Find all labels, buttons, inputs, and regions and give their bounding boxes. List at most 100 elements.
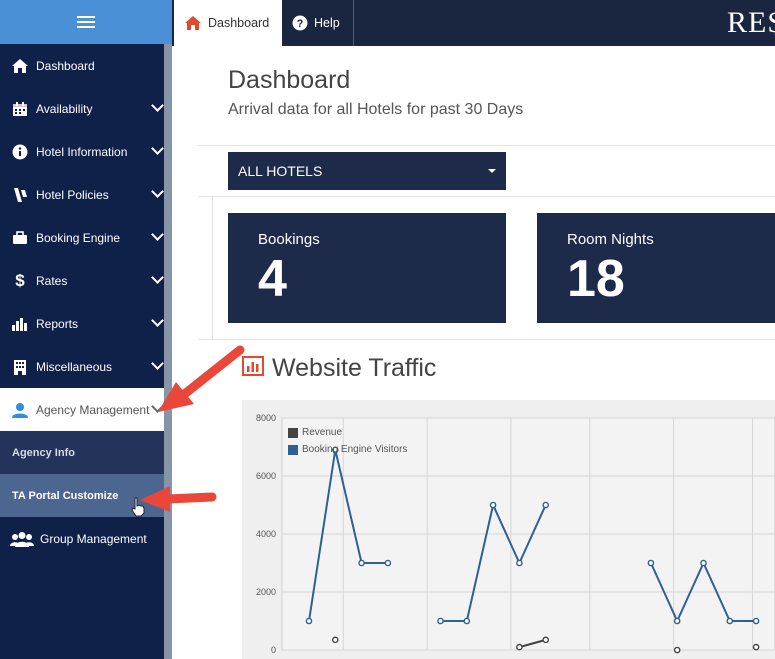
bar-chart-icon xyxy=(242,354,264,383)
sidebar-item-label: Miscellaneous xyxy=(36,359,113,374)
chevron-down-icon xyxy=(151,185,164,198)
y-tick-label: 0 xyxy=(271,645,276,655)
caret-down-icon xyxy=(488,169,496,173)
calendar-icon xyxy=(10,100,30,118)
building-icon xyxy=(10,358,30,376)
sidebar-item-dashboard[interactable]: Dashboard xyxy=(0,44,164,87)
sidebar-item-label: Agency Management xyxy=(36,402,150,417)
group-icon xyxy=(10,530,34,548)
stat-label: Room Nights xyxy=(567,231,654,248)
stat-card-room-nights: Room Nights 18 xyxy=(537,213,775,323)
sidebar-item-group-management[interactable]: Group Management xyxy=(0,517,164,560)
traffic-chart-svg: 0 2000 4000 6000 8000 xyxy=(256,413,775,655)
sidebar-item-hotel-policies[interactable]: Hotel Policies xyxy=(0,173,164,216)
data-point-visitors xyxy=(516,559,523,567)
section-title-text: Website Traffic xyxy=(272,354,437,382)
sidebar-item-booking-engine[interactable]: Booking Engine xyxy=(0,216,164,259)
sidebar-scrollbar[interactable] xyxy=(164,44,172,659)
sidebar: Dashboard Availability Hotel Information… xyxy=(0,0,172,659)
sidebar-subitem-label: TA Portal Customize xyxy=(12,489,119,502)
page-title: Dashboard xyxy=(228,66,351,94)
data-point-visitors xyxy=(673,617,681,625)
y-tick-label: 8000 xyxy=(256,413,276,423)
data-point-visitors xyxy=(752,617,760,625)
y-tick-label: 4000 xyxy=(256,529,276,539)
briefcase-icon xyxy=(10,229,30,247)
data-point-visitors xyxy=(647,559,655,567)
bar-chart-icon xyxy=(10,315,30,333)
sidebar-item-reports[interactable]: Reports xyxy=(0,302,164,345)
data-point-visitors xyxy=(542,501,550,509)
data-point-revenue xyxy=(673,646,681,654)
user-icon xyxy=(10,401,30,419)
chevron-down-icon xyxy=(151,400,164,413)
hotel-select-value: ALL HOTELS xyxy=(238,163,323,179)
y-tick-label: 2000 xyxy=(256,587,276,597)
divider xyxy=(198,196,775,197)
stat-value: 4 xyxy=(258,250,287,308)
legend-entry-revenue: Revenue xyxy=(288,424,407,441)
main-content: Dashboard Arrival data for all Hotels fo… xyxy=(172,46,775,659)
data-point-visitors xyxy=(437,617,444,625)
top-bar: Dashboard ? Help RES xyxy=(172,0,775,46)
legend-swatch xyxy=(288,444,298,455)
hand-cursor-icon xyxy=(131,497,145,517)
tab-label: Dashboard xyxy=(208,16,270,30)
sidebar-item-hotel-information[interactable]: Hotel Information xyxy=(0,130,164,173)
sidebar-item-label: Group Management xyxy=(40,531,147,546)
stat-label: Bookings xyxy=(258,231,320,248)
chevron-down-icon xyxy=(151,271,164,284)
sidebar-item-agency-management[interactable]: Agency Management xyxy=(0,388,172,431)
sidebar-item-label: Availability xyxy=(36,101,93,116)
sidebar-item-rates[interactable]: $ Rates xyxy=(0,259,164,302)
tab-label: Help xyxy=(314,16,340,30)
hotel-select[interactable]: ALL HOTELS xyxy=(228,152,506,190)
sidebar-item-label: Reports xyxy=(36,316,79,331)
chevron-down-icon xyxy=(151,357,164,370)
data-point-revenue xyxy=(332,636,339,644)
sidebar-header xyxy=(0,0,172,44)
sidebar-nav: Dashboard Availability Hotel Information… xyxy=(0,44,172,560)
series-line-revenue xyxy=(519,638,546,649)
dollar-icon: $ xyxy=(15,270,25,290)
data-point-visitors xyxy=(726,617,734,625)
brand-logo: RES xyxy=(727,6,775,39)
divider xyxy=(212,197,213,339)
sidebar-item-label: Hotel Information xyxy=(36,144,128,159)
sidebar-item-label: Rates xyxy=(36,273,68,288)
data-point-revenue xyxy=(752,643,760,651)
section-title-website-traffic: Website Traffic xyxy=(242,354,436,383)
traffic-chart: 0 2000 4000 6000 8000 Revenue Booking Engine… xyxy=(242,400,775,659)
data-point-visitors xyxy=(332,446,339,454)
policy-icon xyxy=(10,186,30,204)
chevron-down-icon xyxy=(151,142,164,155)
sidebar-subitem-agency-info[interactable]: Agency Info xyxy=(0,431,164,474)
data-point-revenue xyxy=(542,636,550,644)
sidebar-item-label: Dashboard xyxy=(36,58,95,73)
legend-label: Booking Engine Visitors xyxy=(302,444,408,455)
y-tick-label: 6000 xyxy=(256,471,276,481)
data-point-visitors xyxy=(463,617,471,625)
series-line-visitors xyxy=(308,449,388,622)
sidebar-subitem-label: Agency Info xyxy=(12,446,75,459)
page-subtitle: Arrival data for all Hotels for past 30 … xyxy=(228,101,524,118)
svg-text:?: ? xyxy=(297,18,304,30)
home-icon xyxy=(184,15,202,31)
sidebar-item-availability[interactable]: Availability xyxy=(0,87,164,130)
data-point-visitors xyxy=(489,501,497,509)
divider xyxy=(198,339,775,340)
data-point-visitors xyxy=(305,617,313,625)
sidebar-item-miscellaneous[interactable]: Miscellaneous xyxy=(0,345,164,388)
legend-entry-booking-engine-visitors: Booking Engine Visitors xyxy=(288,441,407,458)
tab-help[interactable]: ? Help xyxy=(282,0,354,46)
tab-dashboard[interactable]: Dashboard xyxy=(174,0,282,46)
home-icon xyxy=(10,57,30,75)
menu-toggle-icon[interactable] xyxy=(77,15,95,29)
divider xyxy=(198,145,775,146)
question-icon: ? xyxy=(292,15,308,31)
legend-label: Revenue xyxy=(302,427,343,438)
legend-swatch xyxy=(288,427,298,438)
chevron-down-icon xyxy=(151,314,164,327)
chevron-down-icon xyxy=(151,99,164,112)
info-icon xyxy=(10,143,30,161)
